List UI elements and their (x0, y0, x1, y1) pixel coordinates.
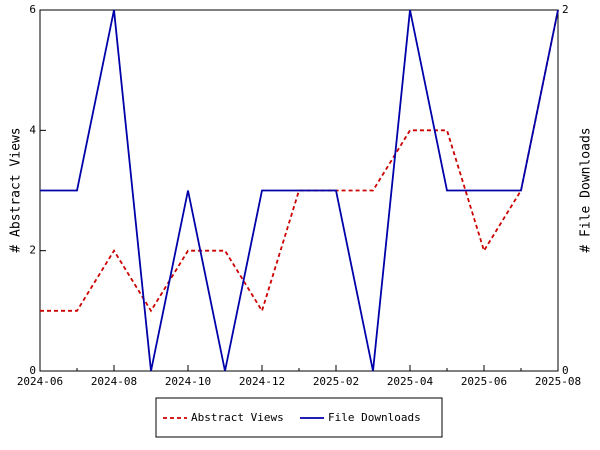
series-line (40, 9, 559, 313)
y2-tick-label: 2 (562, 3, 569, 16)
x-tick-label: 2024-10 (165, 375, 211, 388)
x-tick-label: 2025-02 (313, 375, 359, 388)
x-tick-label: 2025-04 (387, 375, 434, 388)
legend-label: File Downloads (328, 411, 421, 424)
y2-tick-label: 0 (562, 364, 569, 377)
x-tick-label: 2024-08 (91, 375, 137, 388)
y-tick-label: 6 (29, 3, 36, 16)
legend-label: Abstract Views (191, 411, 284, 424)
series-line (40, 9, 559, 372)
y-tick-label: 4 (29, 123, 36, 136)
y-axis-title: # Abstract Views (9, 127, 24, 252)
x-tick-label: 2024-12 (239, 375, 285, 388)
x-tick-label: 2025-08 (535, 375, 581, 388)
x-tick-label: 2024-06 (17, 375, 63, 388)
x-tick-label: 2025-06 (461, 375, 507, 388)
y2-axis-title: # File Downloads (579, 127, 594, 252)
legend-box (155, 397, 443, 438)
y-tick-label: 2 (29, 244, 36, 257)
y-tick-label: 0 (29, 364, 36, 377)
